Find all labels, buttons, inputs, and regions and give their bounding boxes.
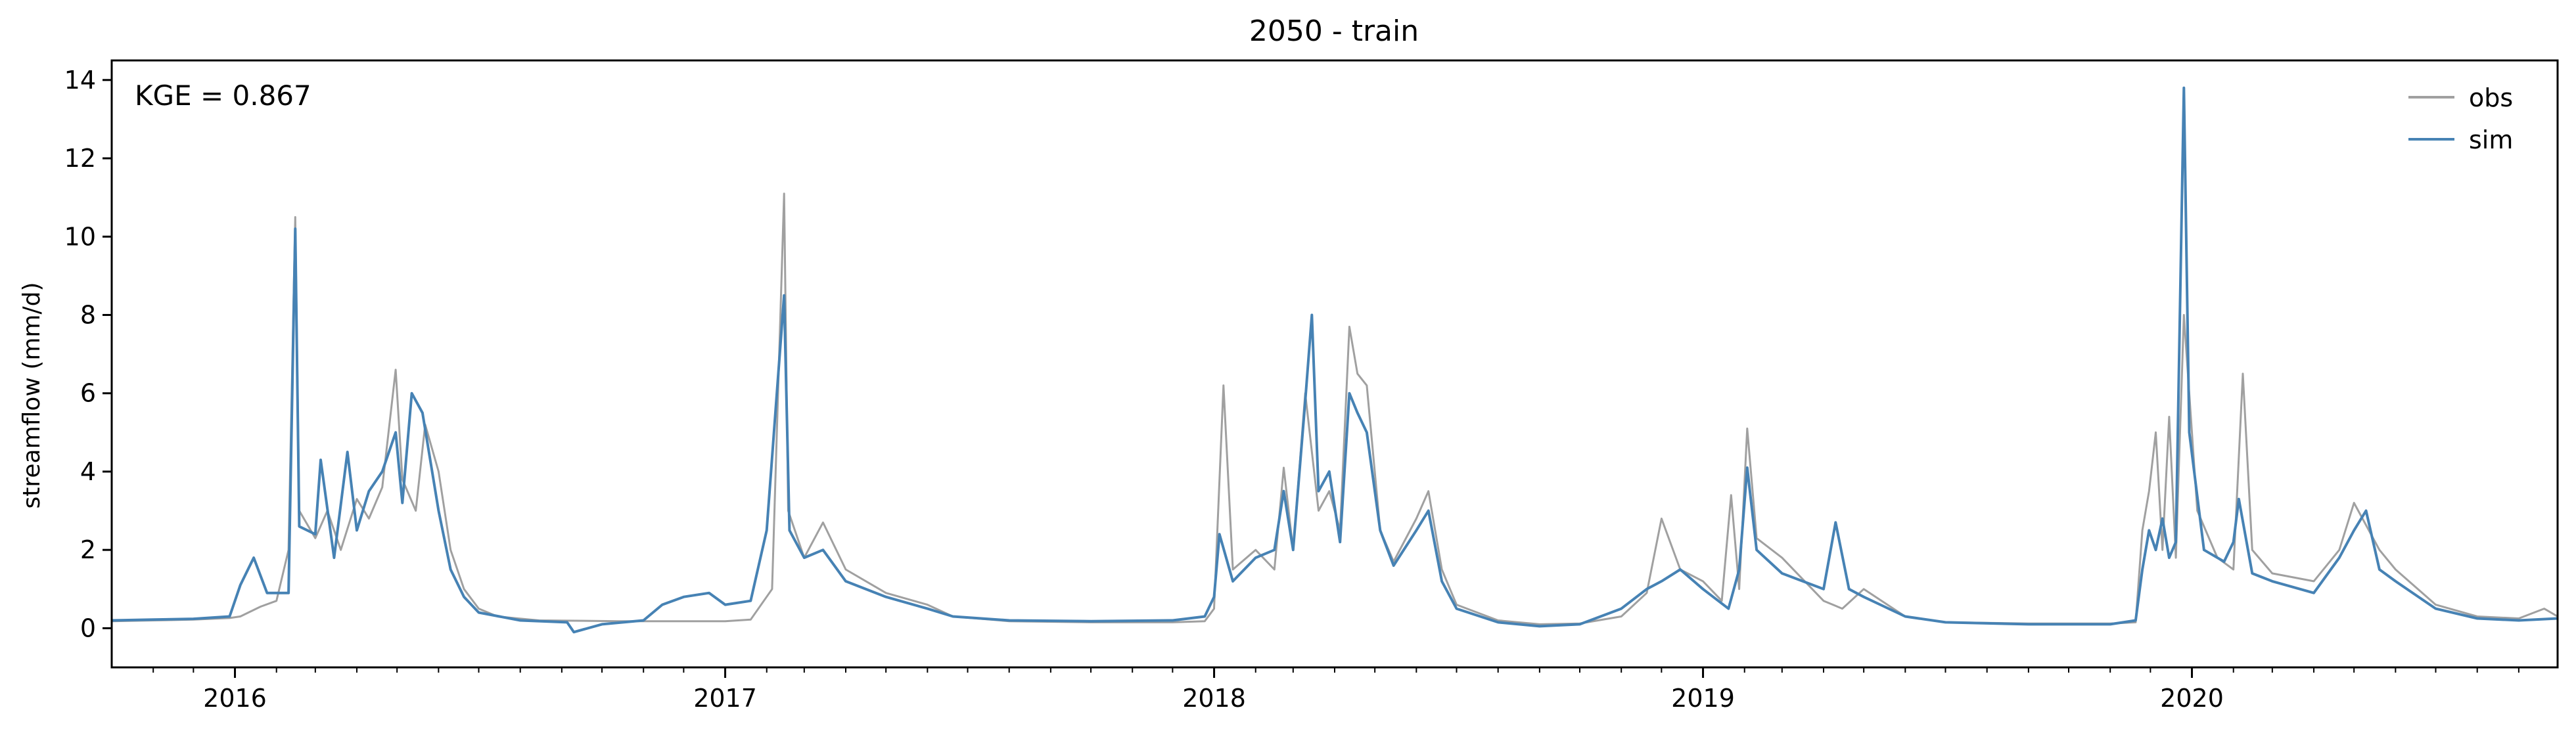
y-tick-label: 6 [80,379,96,408]
legend-sim-label: sim [2469,125,2513,154]
chart-title: 2050 - train [1249,14,1419,48]
y-tick-label: 12 [64,144,96,173]
x-tick-label: 2019 [1671,684,1735,713]
x-tick-label: 2017 [693,684,757,713]
legend: obs sim [2408,83,2513,154]
x-tick-label: 2020 [2160,684,2224,713]
x-tick-label: 2016 [203,684,267,713]
y-tick-label: 2 [80,535,96,564]
y-axis-label: streamflow (mm/d) [18,282,45,509]
y-tick-label: 10 [64,222,96,251]
series-line-obs [111,192,2558,625]
x-axis: 2016 2017 2018 2019 2020 [152,667,2519,713]
series-line-sim [111,86,2558,634]
series-group [111,86,2558,634]
y-tick-label: 8 [80,300,96,329]
y-tick-label: 4 [80,457,96,486]
y-tick-label: 14 [64,66,96,95]
y-axis: 0 2 4 6 8 10 12 14 [64,66,112,642]
kge-annotation: KGE = 0.867 [135,79,311,112]
legend-obs-label: obs [2469,83,2513,112]
x-tick-label: 2018 [1182,684,1246,713]
y-tick-label: 0 [80,614,96,642]
